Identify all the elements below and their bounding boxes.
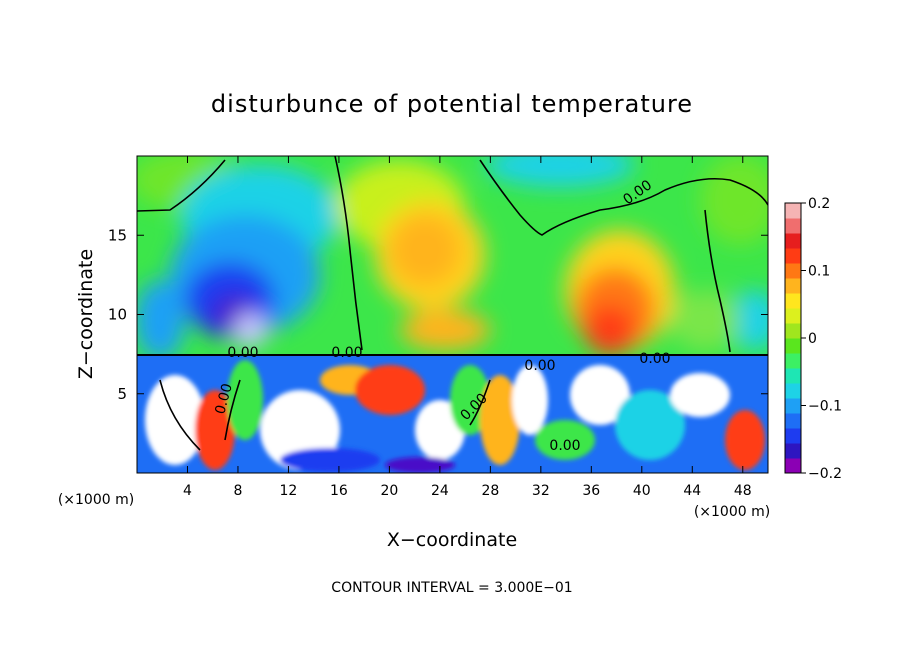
colorbar-tick-label: 0 (808, 331, 817, 347)
x-tick-label: 16 (330, 483, 348, 499)
contour-interval-note: CONTOUR INTERVAL = 3.000E−01 (331, 580, 572, 596)
x-tick-label: 8 (233, 483, 242, 499)
colorbar-tick-label: 0.1 (808, 264, 830, 280)
colorbar-swatch (785, 248, 801, 264)
colorbar-swatch (785, 308, 801, 324)
x-axis-label: X−coordinate (387, 529, 517, 551)
contour-label: 0.00 (331, 345, 362, 361)
colorbar-swatch (785, 398, 801, 414)
colorbar-swatch (785, 368, 801, 384)
x-tick-label: 4 (183, 483, 192, 499)
x-tick-label: 48 (734, 483, 752, 499)
colorbar-swatch (785, 323, 801, 339)
x-unit-left: (×1000 m) (58, 492, 134, 508)
colorbar-swatch (785, 458, 801, 474)
x-tick-label: 28 (481, 483, 499, 499)
colorbar-swatch (785, 338, 801, 354)
colorbar-swatch (785, 428, 801, 444)
contour-label: 0.00 (227, 345, 258, 361)
colorbar-swatch (785, 353, 801, 369)
colorbar-swatch (785, 443, 801, 459)
lower-field (137, 356, 768, 473)
chart-title: disturbunce of potential temperature (211, 90, 693, 118)
colorbar-swatch (785, 383, 801, 399)
y-tick-label: 10 (108, 306, 127, 324)
colorbar-swatch (785, 203, 801, 219)
colorbar-tick-label: −0.1 (808, 399, 842, 415)
colorbar-swatch (785, 218, 801, 234)
y-tick-label: 15 (108, 226, 127, 244)
contour-label: 0.00 (639, 351, 670, 367)
x-tick-label: 44 (683, 483, 701, 499)
x-tick-label: 32 (532, 483, 550, 499)
contour-label: 0.00 (212, 382, 236, 416)
contour-label: 0.00 (549, 438, 580, 454)
colorbar-swatch (785, 278, 801, 294)
colorbar-swatch (785, 413, 801, 429)
colorbar-swatch (785, 233, 801, 249)
y-tick-label: 5 (117, 385, 127, 403)
x-tick-label: 20 (380, 483, 398, 499)
colorbar-swatch (785, 263, 801, 279)
x-axis: 4 8 12 16 20 24 28 32 36 40 44 48 (183, 156, 752, 499)
x-unit-right: (×1000 m) (694, 504, 770, 520)
x-tick-label: 24 (431, 483, 449, 499)
colorbar-tick-label: 0.2 (808, 196, 830, 212)
contour-label: 0.00 (524, 358, 555, 374)
colorbar-tick-label: −0.2 (808, 466, 842, 482)
colorbar-swatch (785, 293, 801, 309)
plot-area (137, 156, 768, 473)
x-tick-label: 12 (280, 483, 298, 499)
colorbar: 0.2 0.1 0 −0.1 −0.2 (784, 196, 842, 482)
y-axis: 5 10 15 (108, 226, 768, 403)
y-axis-label: Z−coordinate (75, 249, 97, 379)
x-tick-label: 40 (633, 483, 651, 499)
x-tick-label: 36 (582, 483, 600, 499)
upper-field (137, 156, 768, 360)
contour-lines (137, 156, 768, 451)
